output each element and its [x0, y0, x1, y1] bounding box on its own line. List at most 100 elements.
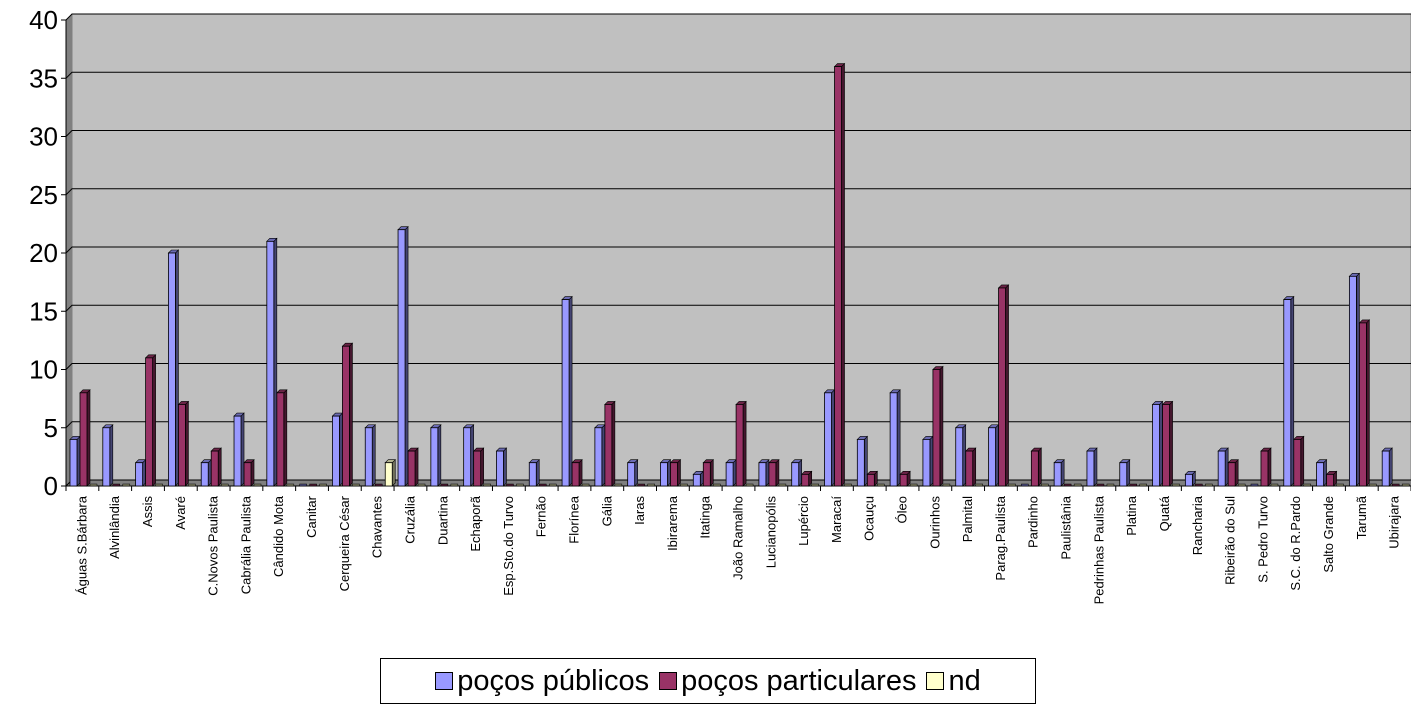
x-tick-label: Pedrinhas Paulista: [1091, 495, 1106, 604]
bar-front: [581, 483, 590, 487]
bar: [122, 483, 131, 487]
bar: [1283, 295, 1295, 487]
bar-side: [391, 458, 396, 487]
bar-front: [549, 483, 557, 487]
legend-item-pocos-publicos: poços públicos: [435, 665, 649, 698]
gridline: [65, 71, 1411, 79]
bar-front: [122, 483, 131, 487]
bar-front: [188, 483, 196, 487]
bar: [1270, 483, 1279, 487]
gridline: [65, 13, 1411, 21]
bar-front: [430, 427, 439, 487]
bar-side: [142, 458, 146, 487]
bar-front: [417, 483, 426, 487]
bar-front: [178, 404, 186, 487]
bar: [266, 237, 278, 487]
bar-side: [283, 389, 288, 487]
bar-front: [384, 462, 393, 487]
bar: [243, 458, 255, 487]
bar-side: [1366, 319, 1370, 487]
bar-front: [1336, 483, 1344, 487]
bar-side: [1356, 272, 1360, 487]
bar: [856, 435, 869, 487]
bar: [430, 424, 442, 487]
bar-side: [1234, 458, 1239, 487]
bar-chart: 0 5 10 15 20 25 30 35 40 Águas S.Bárbara Alvinlân…: [29, 5, 1411, 604]
x-tick-label: Duartina: [435, 495, 450, 545]
bar-front: [1348, 275, 1357, 487]
bar: [200, 458, 212, 487]
bar: [341, 342, 354, 487]
bar: [112, 483, 121, 487]
gridline: [65, 304, 1411, 312]
bar: [1172, 483, 1180, 487]
bar-side: [1169, 400, 1173, 487]
bar: [220, 483, 229, 487]
bar-side: [634, 458, 638, 487]
bar-side: [339, 412, 343, 487]
bar-front: [745, 483, 754, 487]
bar: [374, 483, 383, 487]
bar: [253, 483, 262, 487]
x-tick-label: Salto Grande: [1321, 496, 1336, 573]
bar-side: [480, 447, 484, 487]
x-tick-label: S.C. do R.Pardo: [1288, 496, 1303, 591]
bar-front: [702, 462, 711, 487]
y-tick-label: 10: [29, 355, 58, 385]
bar-side: [86, 389, 91, 487]
bar-front: [266, 240, 275, 487]
gridline: [65, 188, 1411, 196]
bar: [384, 458, 396, 487]
bar-front: [450, 483, 459, 487]
bar-side: [841, 62, 845, 487]
bar-side: [470, 424, 474, 487]
bar: [1303, 483, 1312, 487]
x-tick-label: Palmital: [960, 496, 975, 542]
bar: [811, 483, 819, 487]
bar-front: [1401, 483, 1410, 487]
bar-front: [778, 483, 787, 487]
bar-front: [1021, 483, 1029, 487]
bar: [975, 483, 983, 487]
bar: [1325, 470, 1338, 487]
bar-front: [1139, 483, 1148, 487]
bar-side: [1323, 458, 1327, 487]
bar-front: [834, 66, 842, 487]
bar-side: [1005, 284, 1009, 487]
bar: [1151, 400, 1164, 487]
bar-front: [670, 462, 678, 487]
x-tick-label: Esp.Sto.do Turvo: [501, 496, 516, 596]
bar-front: [801, 473, 810, 487]
bar-front: [473, 450, 482, 487]
bar: [955, 424, 967, 487]
bar-side: [732, 458, 737, 487]
bar: [462, 424, 475, 487]
bar-front: [233, 415, 242, 487]
bar: [1348, 272, 1361, 487]
bar-front: [1358, 322, 1367, 487]
bar: [188, 483, 196, 487]
bar-front: [319, 483, 327, 487]
legend: poços públicos poços particulares nd: [380, 658, 1036, 704]
gridline: [65, 363, 1411, 370]
x-tick-label: Lupércio: [796, 496, 811, 546]
bar-front: [89, 483, 98, 487]
bar-side: [611, 400, 616, 487]
bar-front: [1030, 450, 1039, 487]
bar-front: [483, 483, 491, 487]
bar: [877, 483, 885, 487]
bar-front: [1303, 483, 1312, 487]
bar: [800, 470, 813, 487]
bar: [1227, 458, 1239, 487]
bar-front: [791, 462, 800, 487]
bar-front: [1053, 462, 1062, 487]
x-tick-label: Chavantes: [370, 496, 385, 559]
bar: [1021, 483, 1029, 487]
bar: [942, 483, 951, 487]
bar-front: [932, 369, 941, 487]
bar: [1063, 483, 1072, 487]
bar-side: [437, 424, 442, 487]
bar-front: [299, 483, 307, 487]
bar-front: [496, 450, 504, 487]
bar: [364, 424, 376, 487]
